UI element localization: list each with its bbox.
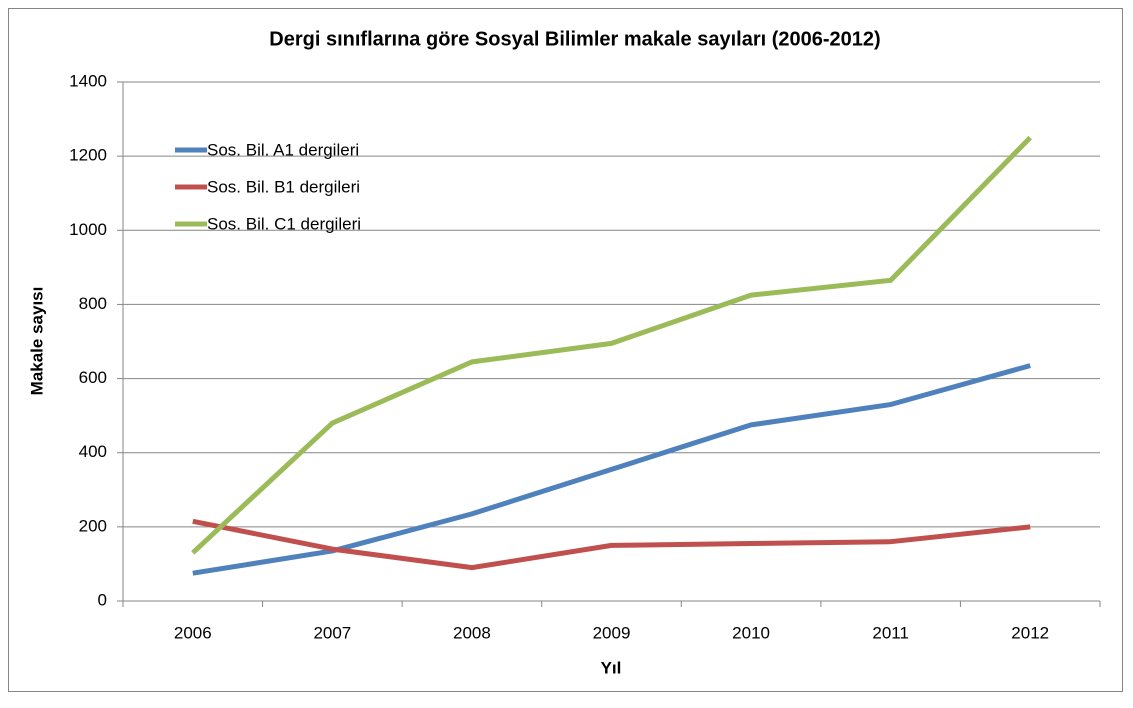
series-line: [192, 518, 1031, 571]
y-tick-label: 0: [98, 590, 107, 609]
x-tick-label: 2012: [1011, 623, 1049, 642]
y-tick-label: 600: [79, 368, 107, 387]
x-tick-label: 2010: [732, 623, 770, 642]
x-tick-label: 2006: [174, 623, 212, 642]
y-tick-label: 400: [79, 442, 107, 461]
x-tick-label: 2011: [872, 623, 909, 642]
x-axis-label: Yıl: [601, 658, 622, 677]
x-tick-label: 2008: [453, 623, 491, 642]
legend-label: Sos. Bil. B1 dergileri: [207, 177, 360, 196]
y-axis-label: Makale sayısı: [27, 287, 46, 396]
series-line: [191, 135, 1032, 555]
legend-label: Sos. Bil. A1 dergileri: [207, 140, 359, 159]
x-tick-label: 2007: [313, 623, 351, 642]
y-tick-label: 200: [79, 516, 107, 535]
y-tick-label: 800: [79, 294, 107, 313]
y-tick-label: 1400: [69, 71, 107, 90]
legend-label: Sos. Bil. C1 dergileri: [207, 214, 361, 233]
y-tick-label: 1200: [69, 146, 107, 165]
y-tick-label: 1000: [69, 220, 107, 239]
x-tick-label: 2009: [593, 623, 631, 642]
chart-title: Dergi sınıflarına göre Sosyal Bilimler m…: [269, 28, 880, 50]
